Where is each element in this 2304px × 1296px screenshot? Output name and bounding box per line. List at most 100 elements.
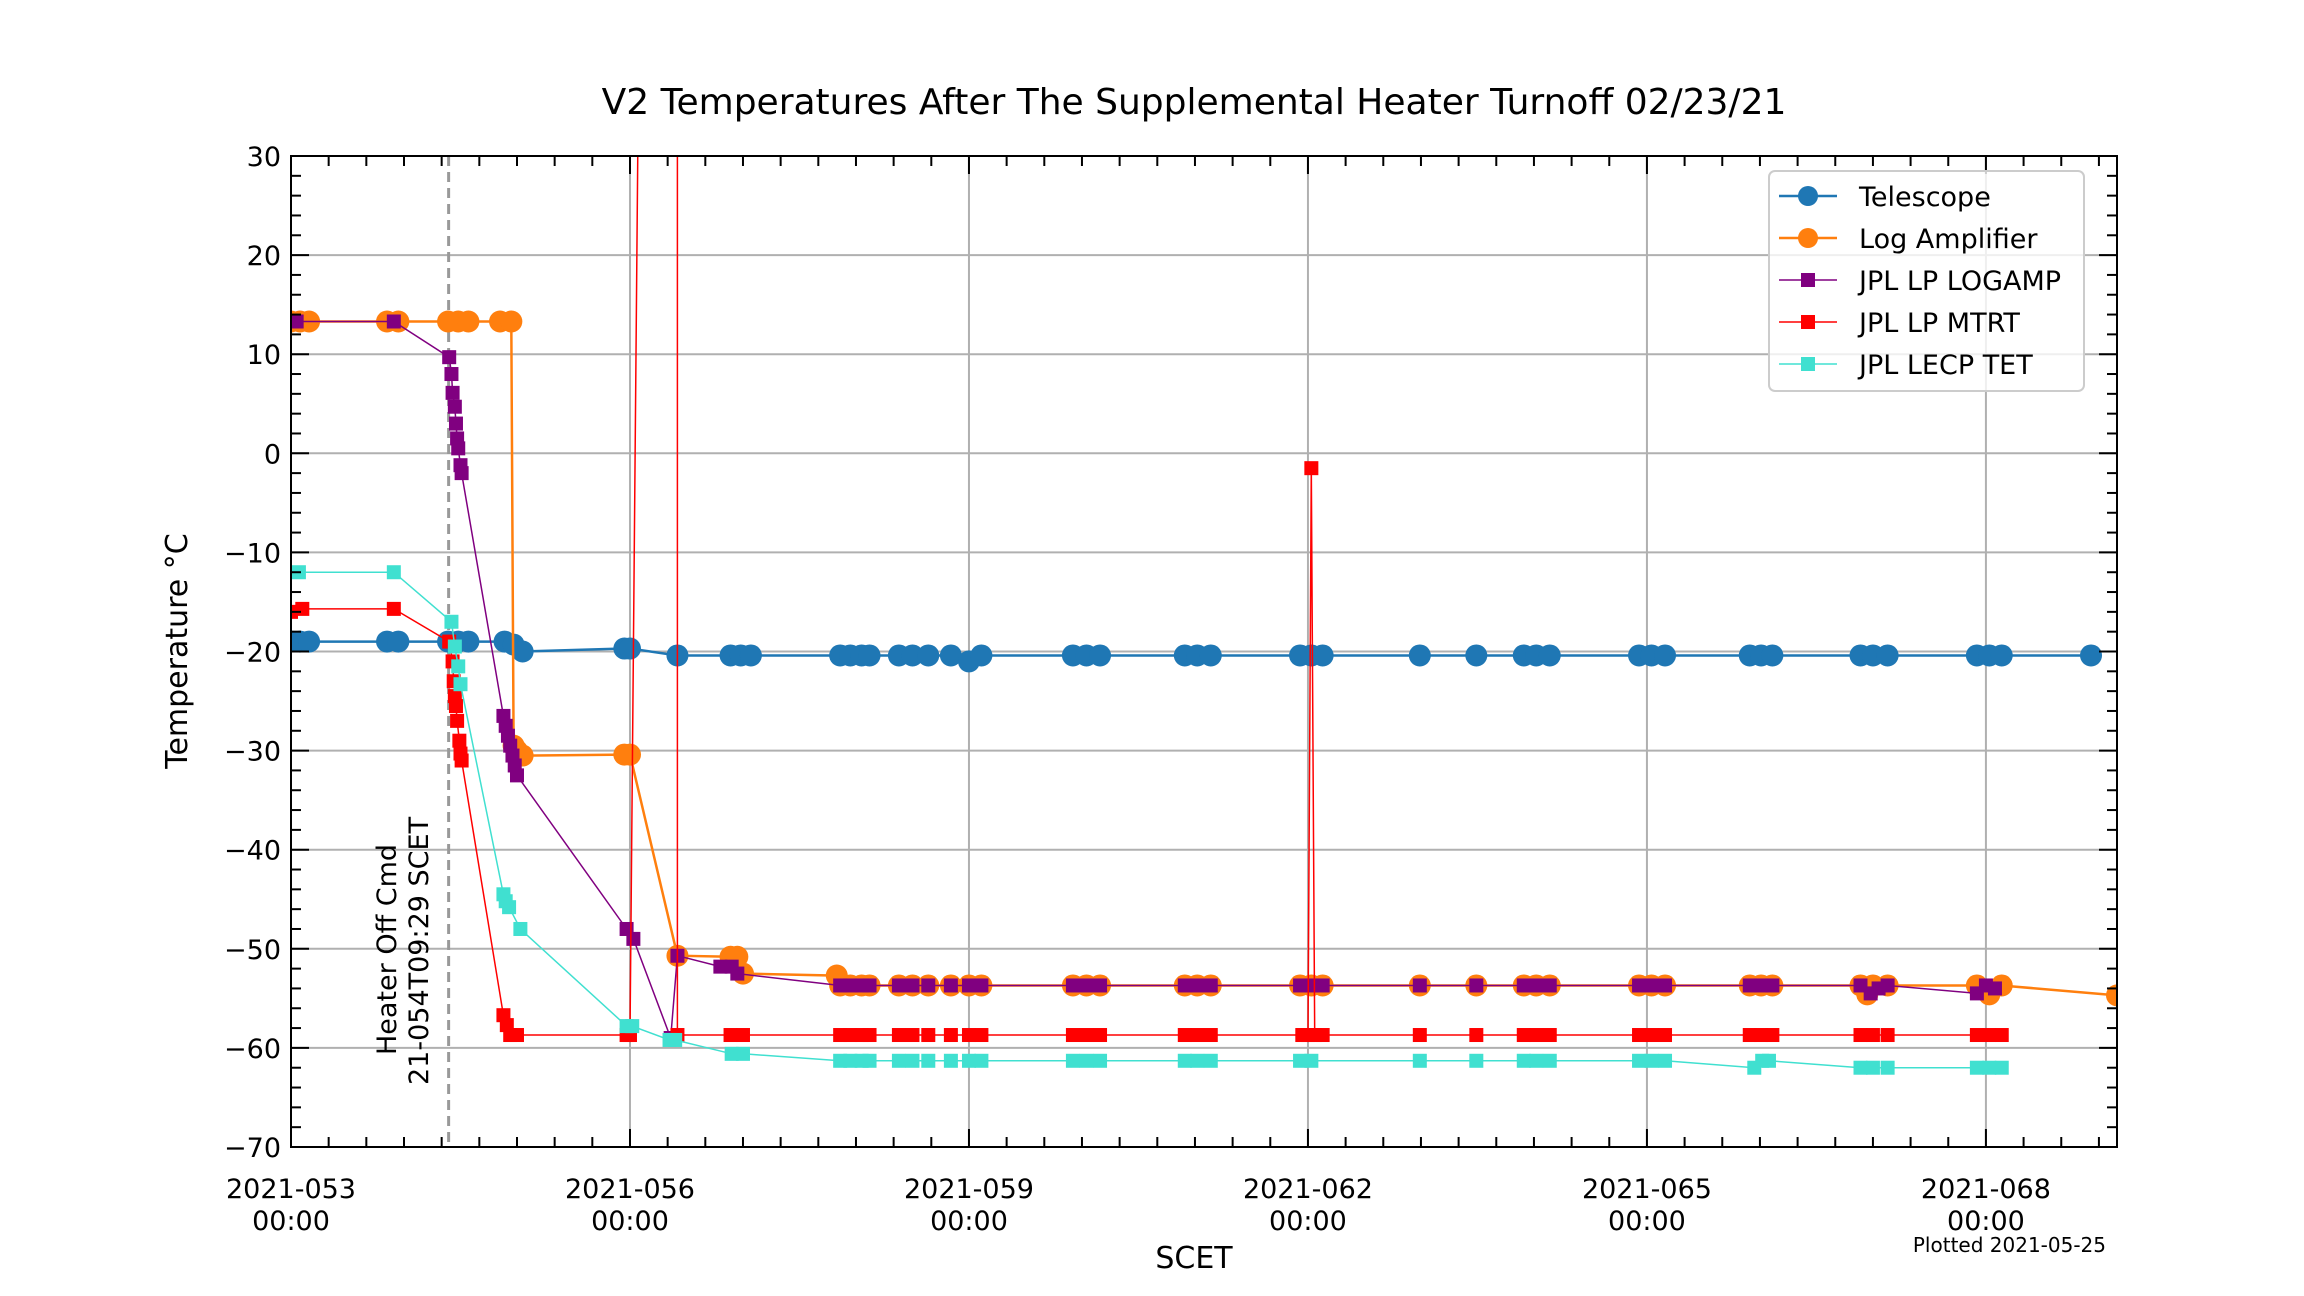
data-point	[905, 1028, 920, 1043]
data-point	[509, 768, 524, 783]
data-point	[723, 1028, 738, 1043]
data-point	[442, 350, 457, 365]
data-point	[387, 630, 410, 653]
data-point	[1529, 1028, 1544, 1043]
data-point	[1199, 644, 1222, 667]
data-point	[1880, 1060, 1895, 1075]
data-point	[1853, 1028, 1868, 1043]
plotted-date-footnote: Plotted 2021-05-25	[1913, 1233, 2106, 1257]
legend-entry: Log Amplifier	[1779, 224, 2038, 255]
data-point	[1093, 978, 1108, 993]
data-point	[668, 1032, 683, 1047]
data-point	[1412, 1028, 1427, 1043]
data-point	[921, 978, 936, 993]
data-point	[1876, 644, 1899, 667]
data-point	[1190, 1053, 1205, 1068]
x-tick-label: 2021-056	[565, 1174, 695, 1205]
data-point	[298, 630, 321, 653]
data-point	[739, 644, 762, 667]
series-jpl-lp-logamp	[291, 314, 2002, 1045]
data-point	[295, 601, 310, 616]
legend-label: JPL LP MTRT	[1857, 308, 2020, 339]
data-point	[961, 978, 976, 993]
data-point	[1190, 1028, 1205, 1043]
data-point	[444, 614, 459, 629]
data-point	[626, 931, 641, 946]
x-tick-label: 2021-053	[226, 1174, 356, 1205]
heater-off-annotation: Heater Off Cmd 21-054T09:29 SCET	[372, 156, 451, 1147]
data-point	[457, 630, 480, 653]
data-point	[1516, 978, 1531, 993]
data-point	[291, 314, 304, 329]
data-point	[891, 978, 906, 993]
y-tick-label: −10	[224, 538, 281, 569]
x-axis-label: SCET	[1155, 1241, 1233, 1276]
x-tick-label: 2021-062	[1243, 1174, 1373, 1205]
data-point	[625, 1019, 640, 1034]
data-point	[454, 466, 469, 481]
data-point	[1880, 1028, 1895, 1043]
y-tick-label: 0	[264, 439, 281, 470]
data-point	[1293, 978, 1308, 993]
data-point	[447, 639, 462, 654]
data-point	[1089, 644, 1112, 667]
data-point	[1853, 1060, 1868, 1075]
series-jpl-lecp-tet	[291, 565, 2009, 1075]
legend-marker	[1801, 273, 1815, 287]
data-point	[1542, 1053, 1557, 1068]
data-point	[1765, 978, 1780, 993]
legend: Telescope Log Amplifier JPL LP LOGAMP JPL L…	[1768, 170, 2085, 392]
data-point	[1079, 1053, 1094, 1068]
data-point	[1632, 1028, 1647, 1043]
data-point	[1465, 644, 1488, 667]
x-tick-label: 2021-068	[1921, 1174, 2051, 1205]
data-point	[943, 1053, 958, 1068]
x-tick-label-time: 00:00	[591, 1206, 669, 1237]
x-tick-label-time: 00:00	[1608, 1206, 1686, 1237]
data-point	[1542, 978, 1557, 993]
data-point	[452, 733, 467, 748]
y-tick-label: −30	[224, 737, 281, 768]
legend-label: Telescope	[1858, 182, 1991, 213]
data-point	[862, 978, 877, 993]
data-point	[1079, 978, 1094, 993]
legend-entry: JPL LP MTRT	[1779, 308, 2020, 339]
data-point	[1412, 978, 1427, 993]
legend-label: JPL LECP TET	[1857, 350, 2033, 381]
data-point	[1203, 1028, 1218, 1043]
data-point	[1529, 1053, 1544, 1068]
legend-marker	[1801, 315, 1815, 329]
data-point	[1529, 978, 1544, 993]
data-point	[961, 1053, 976, 1068]
data-point	[502, 900, 517, 915]
data-point	[1065, 1053, 1080, 1068]
legend-entry: JPL LP LOGAMP	[1779, 266, 2061, 297]
data-point	[1742, 1028, 1757, 1043]
data-point	[1632, 978, 1647, 993]
x-tick-label: 2021-059	[904, 1174, 1034, 1205]
data-point	[386, 565, 401, 580]
data-point	[1982, 1028, 1997, 1043]
data-point	[1761, 1053, 1776, 1068]
data-point	[843, 1053, 858, 1068]
data-point	[1538, 644, 1561, 667]
data-point	[1412, 1053, 1427, 1068]
data-point	[500, 310, 523, 333]
data-point	[1990, 644, 2013, 667]
legend-entry: Telescope	[1779, 182, 1991, 213]
data-point	[862, 1053, 877, 1068]
y-tick-label: 30	[247, 142, 281, 173]
data-point	[444, 367, 459, 382]
data-point	[1742, 978, 1757, 993]
data-point	[974, 1053, 989, 1068]
data-point	[450, 713, 465, 728]
data-point	[1969, 1028, 1984, 1043]
data-point	[735, 1028, 750, 1043]
y-axis-label: Temperature °C	[160, 533, 195, 770]
data-point	[1065, 1028, 1080, 1043]
data-point	[843, 1028, 858, 1043]
series-jpl-lp-mtrt	[291, 156, 2009, 1043]
data-point	[1177, 978, 1192, 993]
data-point	[1865, 1060, 1880, 1075]
